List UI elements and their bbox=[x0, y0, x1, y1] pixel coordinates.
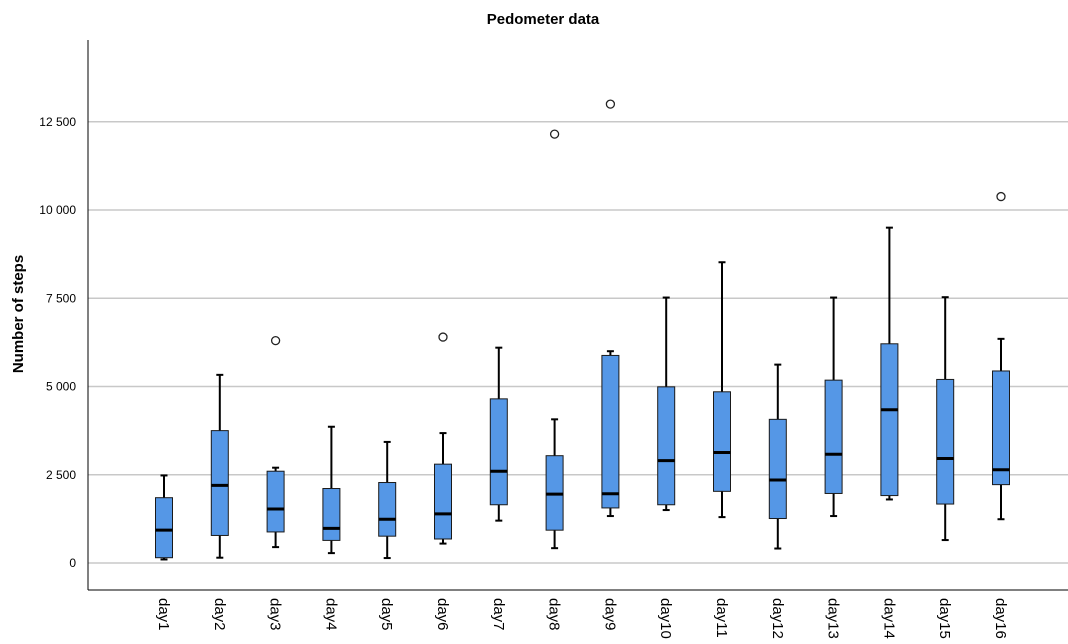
x-tick-label: day2 bbox=[211, 598, 228, 631]
x-tick-label: day13 bbox=[825, 598, 842, 639]
box-iqr bbox=[210, 430, 229, 536]
box-group bbox=[545, 129, 564, 550]
box-iqr bbox=[880, 343, 899, 497]
chart-title: Pedometer data bbox=[487, 11, 600, 28]
box-iqr bbox=[322, 488, 341, 541]
outlier-point bbox=[270, 335, 281, 346]
x-tick-label: day12 bbox=[769, 598, 786, 639]
x-tick-label: day3 bbox=[267, 598, 284, 631]
y-tick-label: 10 000 bbox=[39, 203, 76, 217]
box-group bbox=[713, 261, 731, 519]
x-tick-label: day5 bbox=[378, 598, 395, 631]
box-group bbox=[210, 373, 229, 559]
box-iqr bbox=[155, 497, 173, 559]
grid-layer bbox=[88, 121, 1068, 564]
box-group bbox=[266, 335, 285, 549]
x-tick-label: day6 bbox=[434, 598, 451, 631]
y-tick-label: 2 500 bbox=[46, 468, 76, 482]
box-group bbox=[768, 363, 787, 550]
outlier-point bbox=[605, 99, 616, 109]
axis-layer bbox=[87, 40, 1068, 591]
box-iqr bbox=[489, 398, 508, 506]
outlier-point bbox=[996, 191, 1006, 202]
box-group bbox=[992, 191, 1010, 521]
box-group bbox=[824, 296, 843, 518]
box-group bbox=[322, 425, 341, 555]
x-tick-label: day14 bbox=[880, 598, 897, 639]
x-tick-label: day7 bbox=[490, 598, 507, 631]
y-tick-label: 12 500 bbox=[39, 115, 76, 129]
box-group bbox=[601, 99, 620, 518]
box-iqr bbox=[992, 370, 1010, 486]
box-iqr bbox=[936, 378, 955, 505]
outlier-point bbox=[549, 129, 560, 139]
y-tick-label: 0 bbox=[69, 556, 76, 570]
box-iqr bbox=[266, 470, 285, 533]
box-group bbox=[936, 296, 955, 542]
box-iqr bbox=[768, 418, 787, 520]
x-tick-label: day1 bbox=[155, 598, 172, 631]
box-group bbox=[378, 440, 397, 560]
box-iqr bbox=[434, 463, 452, 540]
box-group bbox=[434, 332, 452, 545]
x-tick-label: day8 bbox=[546, 598, 563, 631]
box-group bbox=[657, 296, 676, 512]
x-tick-label: day15 bbox=[936, 598, 953, 639]
x-tick-labels: day1 day2 day3 day4 day5 day6 day7 day8 day9 day1… bbox=[155, 598, 1009, 639]
y-tick-labels: 0 2 500 5 000 7 500 10 000 12 500 bbox=[39, 115, 76, 570]
box-iqr bbox=[601, 354, 620, 509]
y-tick-label: 7 500 bbox=[46, 291, 76, 305]
x-tick-label: day4 bbox=[322, 598, 339, 631]
x-tick-label: day11 bbox=[713, 598, 730, 638]
box-group bbox=[489, 346, 508, 522]
x-tick-label: day10 bbox=[657, 598, 674, 639]
outlier-point bbox=[438, 332, 448, 342]
x-tick-label: day9 bbox=[601, 598, 618, 631]
box-group bbox=[880, 226, 899, 501]
box-group bbox=[155, 474, 173, 561]
box-iqr bbox=[713, 391, 731, 492]
box-iqr bbox=[378, 482, 397, 537]
x-tick-label: day16 bbox=[992, 598, 1009, 639]
y-tick-label: 5 000 bbox=[46, 380, 76, 394]
box-layer bbox=[155, 99, 1010, 561]
box-iqr bbox=[824, 379, 843, 494]
box-iqr bbox=[657, 386, 676, 506]
y-axis-label: Number of steps bbox=[10, 255, 27, 373]
